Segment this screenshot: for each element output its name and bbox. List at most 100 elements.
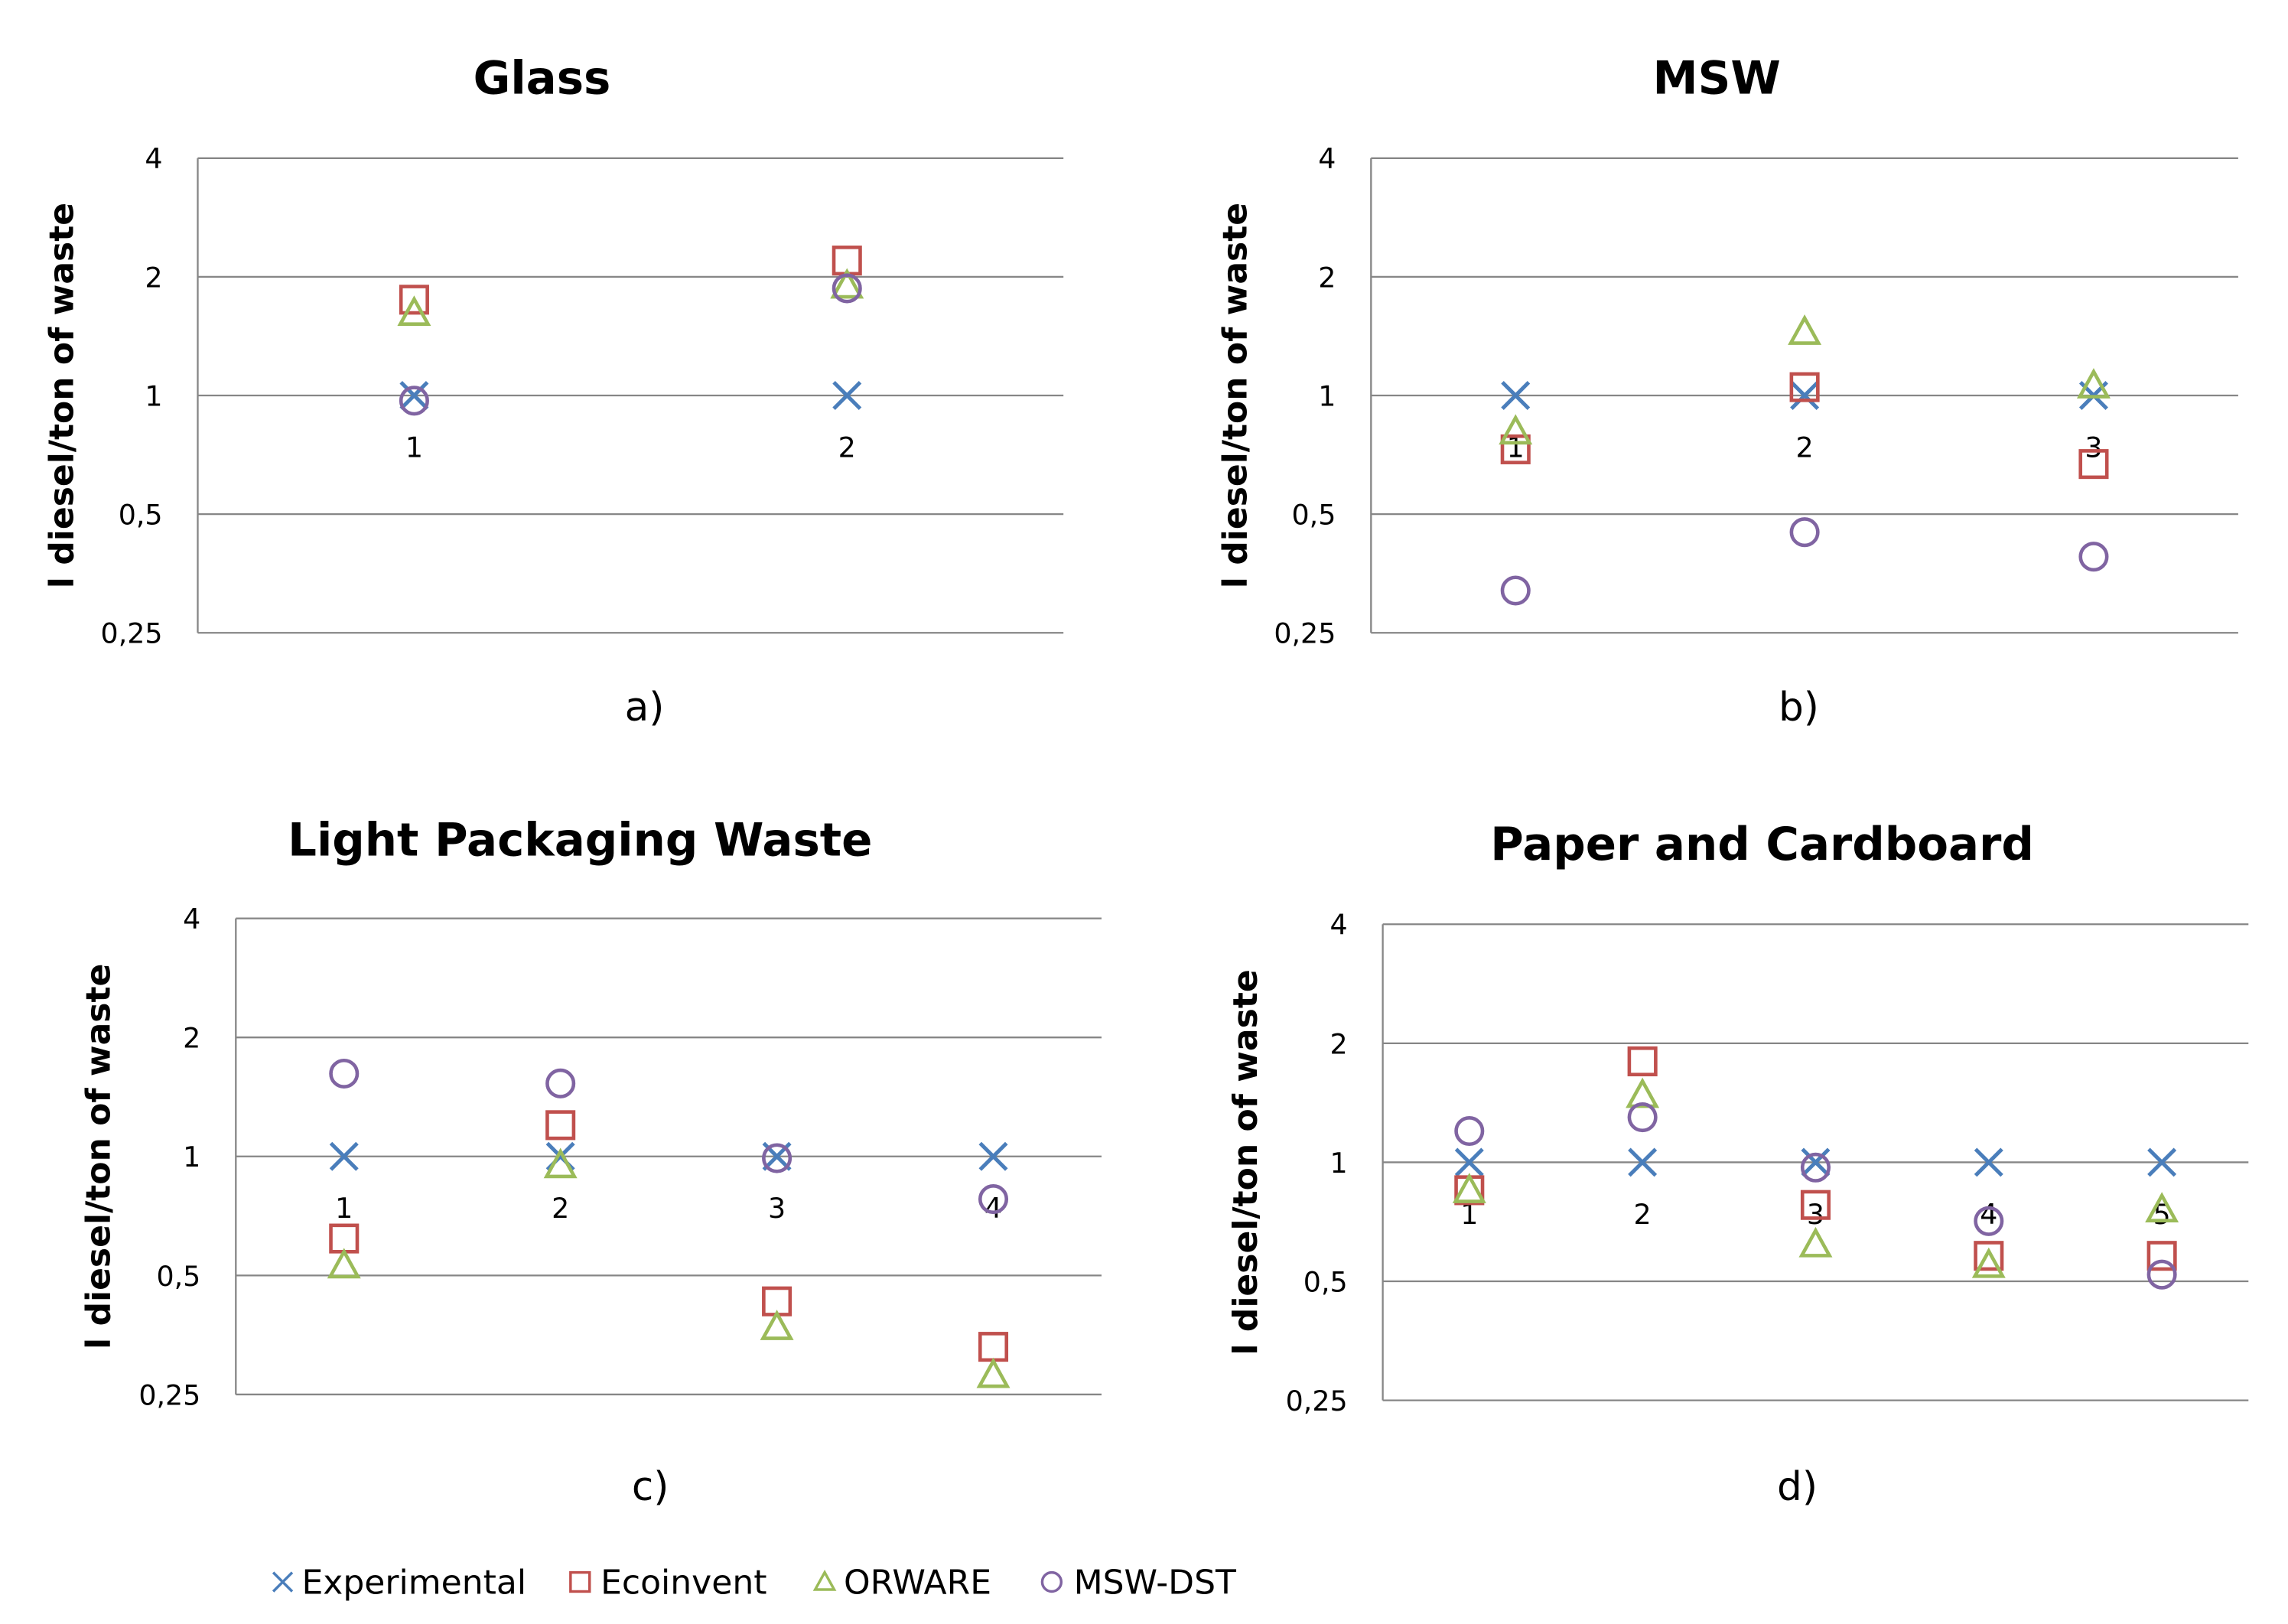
chart-title: Light Packaging Waste — [288, 813, 872, 866]
x-category-label: 2 — [1634, 1198, 1652, 1231]
point-ecoinvent — [1500, 434, 1531, 464]
x-category-label: 3 — [2085, 431, 2102, 464]
point-experimental — [1801, 1147, 1831, 1177]
y-axis-label: l diesel/ton of waste — [1216, 203, 1255, 588]
point-experimental — [1790, 381, 1820, 411]
y-tick-label: 2 — [145, 261, 162, 294]
legend-entry-label: ORWARE — [844, 1563, 991, 1602]
chart-title: MSW — [1653, 52, 1781, 105]
point-orware — [327, 1248, 361, 1279]
point-ecoinvent — [1800, 1190, 1831, 1220]
x-category-label: 3 — [1807, 1198, 1824, 1231]
legend-marker-experimental — [272, 1571, 294, 1593]
point-experimental — [2147, 1147, 2177, 1177]
point-msw-dst — [762, 1143, 793, 1173]
point-msw-dst — [832, 273, 862, 304]
y-tick-label: 0,25 — [1286, 1385, 1348, 1417]
x-category-label: 4 — [985, 1192, 1002, 1225]
legend-marker-ecoinvent — [569, 1570, 591, 1593]
chart-title: Paper and Cardboard — [1490, 818, 2034, 871]
point-msw-dst — [545, 1068, 576, 1098]
point-experimental — [1974, 1147, 2003, 1177]
point-orware — [2076, 368, 2111, 399]
point-experimental — [832, 381, 862, 411]
y-tick-label: 4 — [1330, 909, 1348, 942]
point-ecoinvent — [545, 1110, 576, 1141]
x-category-label: 1 — [1460, 1198, 1478, 1231]
legend-entry-label: Experimental — [301, 1563, 526, 1602]
legend: Experimental Ecoinvent ORWARE MSW-DST — [272, 1563, 1237, 1602]
point-msw-dst — [1800, 1152, 1831, 1183]
point-experimental — [978, 1141, 1008, 1171]
legend-entry-label: MSW-DST — [1074, 1563, 1237, 1602]
point-ecoinvent — [399, 285, 429, 315]
point-ecoinvent — [1627, 1046, 1658, 1077]
x-category-label: 3 — [768, 1192, 786, 1225]
point-orware — [397, 295, 431, 327]
chart-panel-4: 0,25 0,5 1 2 4 Paper and Cardboard l diesel/to… — [1226, 818, 2249, 1510]
point-orware — [1798, 1226, 1833, 1258]
chart-title: Glass — [474, 52, 611, 105]
panel-caption: d) — [1777, 1464, 1818, 1510]
x-category-label: 4 — [1980, 1198, 1997, 1231]
y-tick-label: 0,25 — [101, 617, 163, 650]
x-category-label: 2 — [1796, 431, 1814, 464]
y-tick-label: 0,5 — [119, 499, 163, 532]
point-msw-dst — [978, 1184, 1009, 1215]
point-experimental — [329, 1141, 359, 1171]
chart-panel-3: 0,25 0,5 1 2 4 Light Packaging Waste l diesel/… — [80, 813, 1102, 1510]
y-tick-label: 1 — [183, 1141, 200, 1173]
panel-caption: b) — [1779, 685, 1819, 731]
point-msw-dst — [1500, 575, 1531, 606]
y-tick-label: 0,5 — [1303, 1265, 1348, 1298]
chart-panel-1: 0,25 0,5 1 2 4 Glass l diesel/ton of waste a) 1 2 — [43, 52, 1064, 731]
y-tick-label: 0,25 — [1274, 617, 1336, 650]
point-experimental — [1454, 1147, 1484, 1177]
y-tick-label: 2 — [1318, 261, 1336, 294]
point-orware — [1788, 314, 1822, 345]
point-msw-dst — [1974, 1206, 2004, 1236]
point-orware — [543, 1147, 578, 1179]
y-axis-label: l diesel/ton of waste — [1226, 969, 1265, 1355]
point-ecoinvent — [1789, 372, 1820, 402]
legend-entry-label: Ecoinvent — [600, 1563, 766, 1602]
point-msw-dst — [1789, 517, 1820, 548]
point-experimental — [1501, 381, 1531, 411]
x-category-label: 1 — [405, 431, 423, 464]
y-axis-label: l diesel/ton of waste — [43, 203, 82, 588]
legend-marker-orware — [812, 1570, 837, 1591]
point-msw-dst — [2146, 1259, 2177, 1290]
y-tick-label: 1 — [1330, 1147, 1348, 1180]
point-ecoinvent — [329, 1223, 360, 1254]
point-msw-dst — [399, 386, 429, 416]
point-orware — [1626, 1077, 1660, 1108]
point-orware — [760, 1310, 794, 1340]
y-tick-label: 4 — [145, 142, 162, 175]
point-ecoinvent — [2078, 449, 2109, 480]
x-category-label: 2 — [838, 431, 856, 464]
y-tick-label: 1 — [145, 379, 162, 412]
point-msw-dst — [1627, 1102, 1658, 1133]
panel-caption: c) — [632, 1464, 669, 1510]
chart-panel-2: 0,25 0,5 1 2 4 MSW l diesel/ton of waste b) 1 2 3 — [1216, 52, 2238, 731]
x-category-label: 1 — [1507, 431, 1525, 464]
y-tick-label: 2 — [1330, 1027, 1348, 1060]
panel-caption: a) — [625, 685, 665, 731]
point-msw-dst — [1454, 1115, 1485, 1147]
y-tick-label: 2 — [183, 1022, 200, 1055]
y-tick-label: 1 — [1318, 379, 1336, 412]
y-tick-label: 4 — [183, 903, 200, 936]
point-ecoinvent — [978, 1332, 1009, 1362]
y-tick-label: 4 — [1318, 142, 1336, 175]
point-experimental — [1628, 1147, 1658, 1177]
point-orware — [1452, 1173, 1486, 1203]
y-tick-label: 0,25 — [138, 1378, 200, 1411]
x-category-label: 1 — [335, 1192, 353, 1225]
point-orware — [976, 1357, 1011, 1388]
legend-marker-msw-dst — [1040, 1570, 1063, 1593]
point-orware — [1971, 1247, 2006, 1278]
x-category-label: 2 — [552, 1192, 569, 1225]
point-ecoinvent — [2146, 1241, 2177, 1271]
y-tick-label: 0,5 — [1291, 499, 1336, 532]
